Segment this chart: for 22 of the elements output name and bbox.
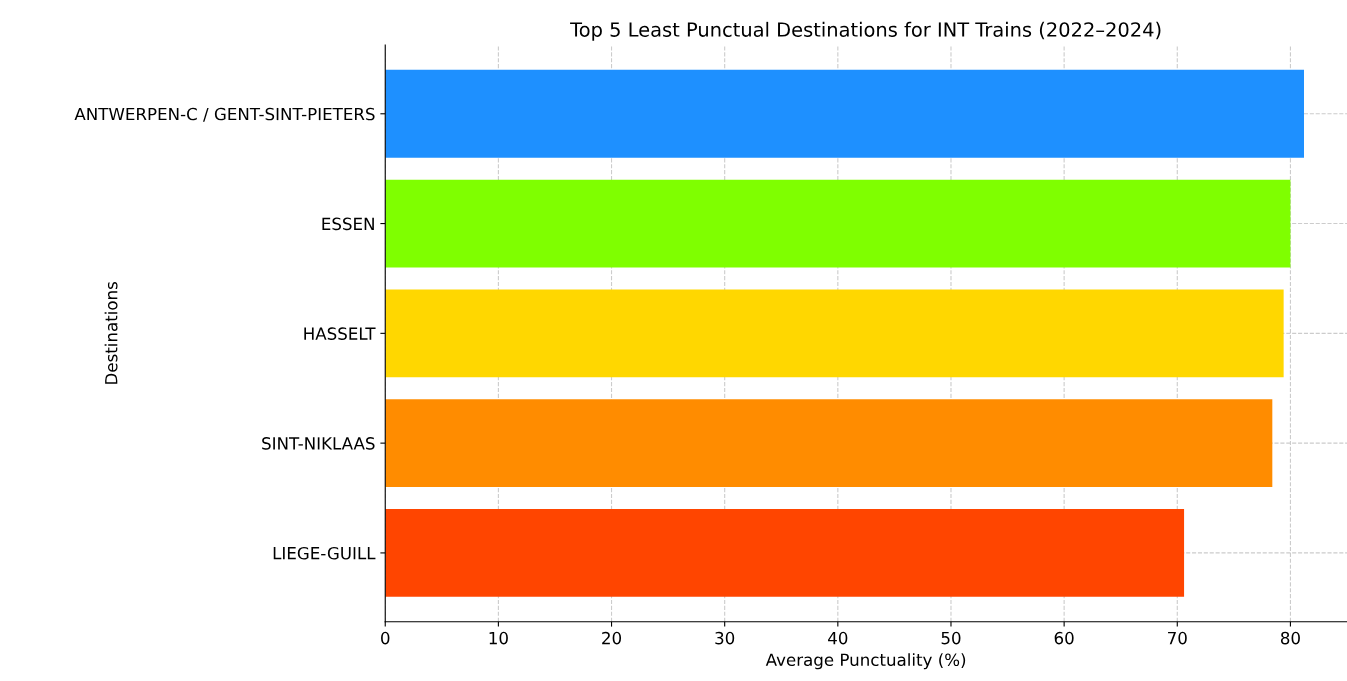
x-tick-label: 50 xyxy=(941,631,961,645)
x-tick-label: 10 xyxy=(489,631,508,645)
bar xyxy=(385,69,1304,158)
x-tick-label: 60 xyxy=(1054,631,1074,645)
bar xyxy=(385,509,1185,597)
y-tick-label: LIEGE-GUILL xyxy=(273,546,376,560)
x-tick-label: 0 xyxy=(381,631,390,645)
x-tick-label: 20 xyxy=(602,631,622,645)
y-axis-title: Destinations xyxy=(104,282,118,384)
y-tick-label: ESSEN xyxy=(322,217,374,231)
x-tick-label: 80 xyxy=(1280,631,1300,645)
x-tick-label: 40 xyxy=(828,631,848,645)
bar xyxy=(385,399,1273,488)
bar xyxy=(385,179,1291,268)
x-axis-title: Average Punctuality (%) xyxy=(765,653,966,670)
y-tick-label: ANTWERPEN-C / GENT-SINT-PIETERS xyxy=(74,107,375,122)
x-tick-label: 70 xyxy=(1168,631,1187,645)
x-tick-label: 30 xyxy=(715,631,735,645)
bar xyxy=(385,289,1284,378)
y-tick-label: SINT-NIKLAAS xyxy=(262,437,375,450)
chart-title: Top 5 Least Punctual Destinations for INT Trains (2022–2024) xyxy=(570,21,1161,41)
y-tick-label: HASSELT xyxy=(304,327,376,340)
